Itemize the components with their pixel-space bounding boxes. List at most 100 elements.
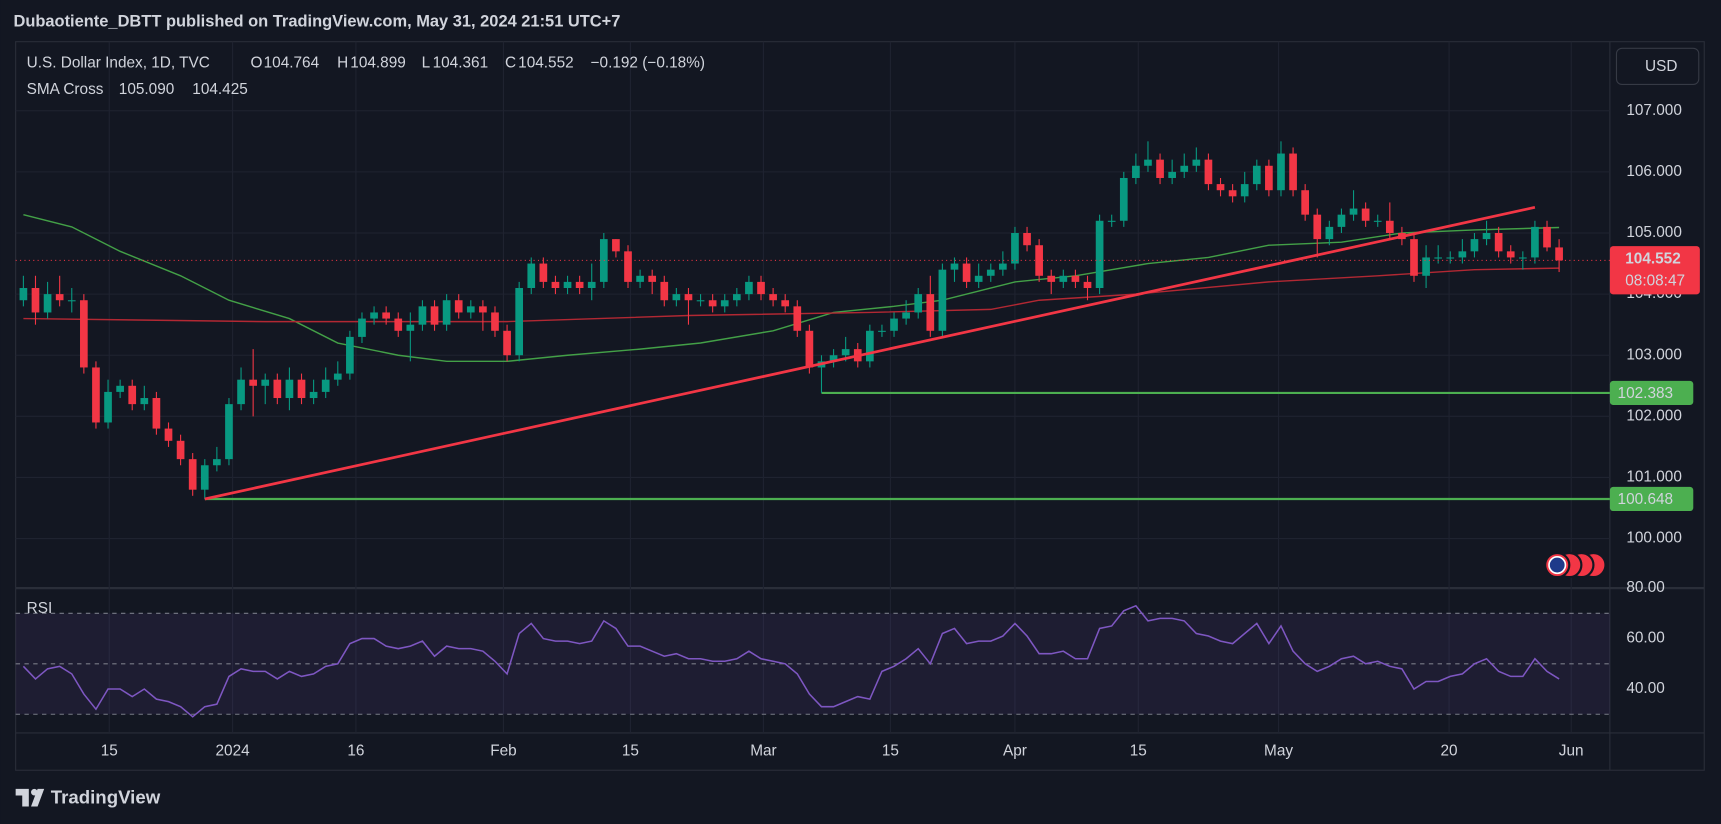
candle-body bbox=[261, 379, 270, 386]
candle-body bbox=[1240, 184, 1249, 197]
candle-body bbox=[769, 294, 777, 301]
candle-body bbox=[1144, 159, 1152, 166]
candle-body bbox=[491, 312, 499, 331]
candle-body bbox=[878, 330, 886, 332]
candle-body bbox=[394, 318, 403, 331]
candle-body bbox=[805, 330, 814, 368]
candle-body bbox=[1325, 226, 1334, 240]
candle-body bbox=[370, 312, 378, 319]
candle-body bbox=[720, 300, 729, 307]
candle-body bbox=[551, 281, 560, 289]
candle-body bbox=[1555, 247, 1563, 261]
sma-line bbox=[23, 213, 1560, 363]
x-tick-label: Mar bbox=[750, 743, 776, 760]
candle-body bbox=[128, 385, 137, 405]
rsi-line bbox=[22, 604, 1560, 718]
candle-body bbox=[660, 281, 669, 301]
candle-body bbox=[1506, 251, 1515, 258]
level-tag bbox=[1609, 380, 1694, 406]
rsi-label: RSI bbox=[27, 600, 53, 617]
low-value: 104.361 bbox=[433, 55, 489, 72]
candle-body bbox=[1204, 159, 1213, 185]
currency-button[interactable] bbox=[1615, 47, 1700, 86]
candle-body bbox=[55, 294, 64, 301]
candle-body bbox=[563, 281, 572, 289]
candle-body bbox=[696, 300, 705, 302]
brand: TradingView bbox=[51, 787, 161, 808]
level-tag-label: 102.383 bbox=[1618, 385, 1674, 402]
level-tag bbox=[1609, 486, 1694, 512]
candle-body bbox=[527, 263, 536, 289]
candle-body bbox=[1361, 208, 1370, 221]
y-tick-label: 80.00 bbox=[1626, 579, 1664, 596]
candle-body bbox=[1373, 220, 1382, 222]
candle-body bbox=[1228, 190, 1237, 197]
candle-body bbox=[732, 294, 741, 301]
y-tick-label: 107.000 bbox=[1626, 102, 1682, 119]
candle-body bbox=[19, 288, 28, 301]
x-tick-label: 16 bbox=[347, 743, 364, 760]
candle-body bbox=[587, 281, 596, 289]
x-tick-label: 2024 bbox=[216, 743, 251, 760]
x-tick-label: 15 bbox=[882, 743, 899, 760]
tradingview-logo: TradingView bbox=[15, 787, 161, 808]
candle-body bbox=[454, 300, 463, 313]
candle-body bbox=[938, 269, 947, 331]
candle-body bbox=[974, 275, 983, 282]
candle-body bbox=[1543, 226, 1551, 248]
publish-header: Dubaotiente_DBTT published on TradingVie… bbox=[13, 12, 620, 30]
candle-body bbox=[866, 330, 874, 362]
candle-body bbox=[104, 391, 112, 423]
candle-body bbox=[358, 318, 366, 337]
candle-body bbox=[672, 294, 681, 301]
candle-body bbox=[1071, 275, 1080, 282]
candle-body bbox=[382, 312, 390, 319]
candle-body bbox=[80, 300, 88, 368]
candle-body bbox=[249, 379, 257, 386]
candle-body bbox=[176, 440, 185, 460]
candle-body bbox=[140, 398, 149, 405]
candle-body bbox=[200, 465, 209, 490]
candle-body bbox=[914, 294, 923, 313]
y-tick-label: 60.00 bbox=[1626, 630, 1664, 647]
candle-body bbox=[164, 428, 173, 441]
event-flags[interactable] bbox=[1544, 551, 1607, 579]
x-tick-label: Jun bbox=[1559, 743, 1584, 760]
candle-body bbox=[321, 379, 330, 392]
candle-body bbox=[273, 379, 282, 399]
candle-body bbox=[479, 306, 487, 313]
candle-body bbox=[1180, 165, 1189, 172]
level-tag-label: 100.648 bbox=[1618, 491, 1674, 508]
candle-body bbox=[1337, 214, 1346, 227]
candle-body bbox=[297, 379, 306, 399]
candle-body bbox=[841, 349, 850, 356]
candle-body bbox=[624, 251, 632, 282]
candle-body bbox=[829, 355, 838, 362]
x-tick-label: Feb bbox=[490, 743, 516, 760]
candle-body bbox=[1047, 275, 1056, 282]
candle-body bbox=[1059, 275, 1068, 282]
candle-body bbox=[1482, 232, 1491, 240]
candle-body bbox=[1446, 257, 1455, 259]
candle-body bbox=[346, 336, 354, 374]
candle-body bbox=[418, 306, 427, 325]
plot bbox=[15, 141, 1610, 718]
sma-slow-value: 104.425 bbox=[192, 81, 248, 98]
candle-body bbox=[1192, 159, 1201, 166]
y-tick-label: 101.000 bbox=[1626, 469, 1682, 486]
x-tick-label: Apr bbox=[1003, 743, 1027, 760]
candle-body bbox=[1434, 257, 1443, 259]
candle-body bbox=[1119, 177, 1128, 221]
candle-body bbox=[1458, 251, 1467, 258]
high-value: 104.899 bbox=[350, 55, 406, 72]
candle-body bbox=[285, 379, 294, 399]
candle-body bbox=[237, 379, 245, 405]
candle-body bbox=[708, 300, 717, 307]
candle-body bbox=[116, 385, 124, 392]
candle-body bbox=[745, 281, 753, 295]
open-value: 104.764 bbox=[264, 55, 320, 72]
candle-body bbox=[333, 373, 342, 380]
y-tick-label: 40.00 bbox=[1626, 680, 1664, 697]
x-tick-label: May bbox=[1264, 743, 1293, 760]
